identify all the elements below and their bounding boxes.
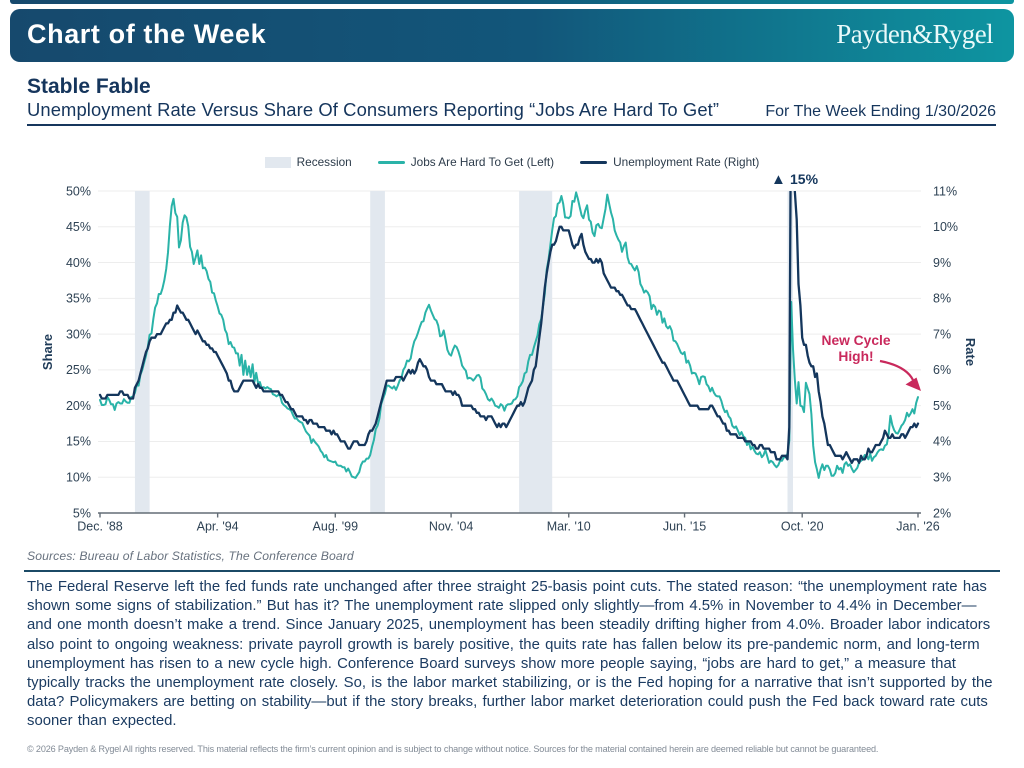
- commentary-line: The Federal Reserve left the fed funds r…: [27, 579, 987, 595]
- x-tick-label: Jun. '15: [663, 520, 706, 534]
- y-left-tick-label: 20%: [66, 399, 91, 413]
- x-tick-label: Jan. '26: [896, 520, 939, 534]
- up-triangle-icon: ▲: [771, 171, 791, 188]
- y-left-tick-label: 40%: [66, 256, 91, 270]
- subtitle-row: Unemployment Rate Versus Share Of Consum…: [27, 99, 996, 121]
- y-right-tick-label: 2%: [933, 506, 951, 520]
- title-divider: [27, 124, 996, 126]
- commentary-line: typically tracks the unemployment rate c…: [27, 675, 993, 692]
- page-banner-title: Chart of the Week: [27, 19, 267, 49]
- payden-rygel-logo: Payden&Rygel: [836, 18, 993, 49]
- legend-label: Jobs Are Hard To Get (Left): [410, 155, 555, 169]
- commentary-paragraph: The Federal Reserve left the fed funds r…: [27, 578, 997, 732]
- line-chart: Dec. '88 Apr. '94 Aug. '99 Nov. '04 Mar. '10…: [40, 184, 978, 534]
- y-left-tick-label: 10%: [66, 471, 91, 485]
- chart-legend: Recession Jobs Are Hard To Get (Left) Unem…: [0, 155, 1024, 169]
- x-tick-label: Nov. '04: [429, 520, 474, 534]
- annotation-arrowhead: [905, 377, 921, 391]
- y-left-tick-label: 25%: [66, 363, 91, 377]
- y-right-tick-label: 11%: [933, 184, 957, 198]
- annotation-arrow: [879, 359, 914, 381]
- commentary-line: sooner than expected.: [27, 713, 177, 730]
- commentary-line: data? Policymakers are betting on stabil…: [27, 694, 988, 711]
- sources-note: Sources: Bureau of Labor Statistics, The…: [27, 549, 354, 563]
- legend-label: Unemployment Rate (Right): [613, 155, 760, 169]
- commentary-line: and one month doesn’t make a trend. Sinc…: [27, 617, 991, 634]
- x-tick-label: Aug. '99: [313, 520, 359, 534]
- y-right-tick-label: 9%: [933, 256, 951, 270]
- y-right-tick-label: 8%: [933, 292, 951, 306]
- x-tick-label: Apr. '94: [197, 520, 239, 534]
- series-jobs-hard-to-get: [99, 191, 919, 479]
- y-left-tick-label: 30%: [66, 327, 91, 341]
- recession-band: [134, 191, 150, 513]
- legend-label: Recession: [296, 155, 352, 169]
- y-right-tick-label: 4%: [933, 435, 951, 449]
- left-axis-title: Share: [40, 334, 55, 370]
- new-cycle-high-annotation: New Cycle High!: [821, 333, 891, 364]
- top-accent-strip: [10, 0, 1014, 4]
- y-left-tick-label: 35%: [66, 292, 91, 306]
- commentary-line: shown some signs of stabilization.” But …: [27, 598, 977, 615]
- y-left-tick-label: 45%: [66, 220, 91, 234]
- right-axis-title: Rate: [963, 338, 978, 366]
- y-right-tick-label: 10%: [933, 220, 958, 234]
- x-tick-label: Mar. '10: [547, 520, 591, 534]
- commentary-line: unemployment has risen to a new cycle hi…: [27, 655, 956, 672]
- legend-item: Recession: [264, 155, 352, 169]
- copyright-disclaimer: © 2026 Payden & Rygel All rights reserve…: [27, 744, 879, 754]
- body-divider: [24, 570, 1000, 572]
- y-right-tick-label: 6%: [933, 363, 951, 377]
- navy-line-swatch: [580, 160, 608, 164]
- x-tick-label: Dec. '88: [77, 520, 123, 534]
- recession-band: [519, 191, 553, 513]
- chart-title: Stable Fable: [27, 75, 151, 98]
- y-right-tick-label: 7%: [933, 327, 951, 341]
- legend-item: Unemployment Rate (Right): [580, 155, 759, 169]
- x-tick-label: Oct. '20: [781, 520, 824, 534]
- chart-subtitle: Unemployment Rate Versus Share Of Consum…: [27, 99, 720, 120]
- legend-item: Jobs Are Hard To Get (Left): [377, 155, 555, 169]
- y-right-tick-label: 3%: [933, 471, 951, 485]
- y-left-tick-label: 50%: [66, 184, 91, 198]
- y-left-tick-label: 15%: [66, 435, 91, 449]
- teal-line-swatch: [377, 160, 405, 164]
- spike-value-annotation: ▲ 15%: [771, 171, 819, 188]
- y-left-tick-label: 5%: [73, 506, 91, 520]
- commentary-line: also point to ongoing weakness: private …: [27, 636, 980, 653]
- y-right-tick-label: 5%: [933, 399, 951, 413]
- week-ending-label: For The Week Ending 1/30/2026: [765, 103, 996, 120]
- recession-swatch: [264, 156, 291, 168]
- recession-band: [370, 191, 385, 513]
- series-unemployment-rate: [98, 191, 920, 465]
- header-bar: Chart of the Week Payden&Rygel: [10, 9, 1014, 62]
